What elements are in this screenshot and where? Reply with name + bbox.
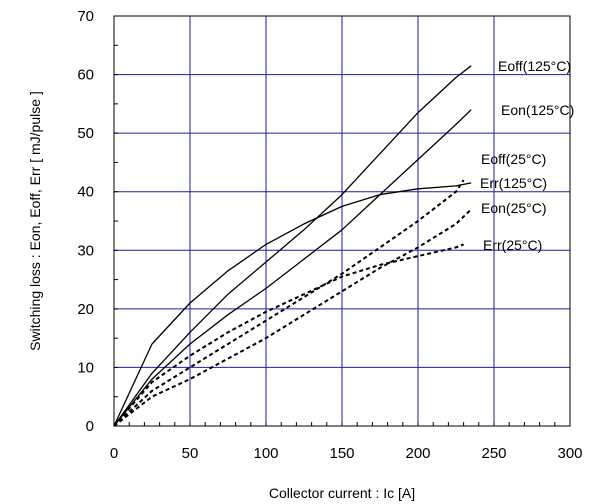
series-label: Eoff(25°C) <box>481 151 546 167</box>
series-line <box>113 109 472 427</box>
x-tick-label: 150 <box>329 445 354 462</box>
x-tick-labels: 0 50 100 150 200 250 300 <box>110 445 583 462</box>
y-tick-label: 40 <box>77 184 94 201</box>
series-line <box>113 208 472 427</box>
series-labels: Eoff(125°C) Eon(125°C) Err(125°C) Eoff(25°C… <box>480 58 574 253</box>
series-lines <box>113 65 472 427</box>
y-tick-labels: 0 10 20 30 40 50 60 70 <box>77 8 94 435</box>
y-tick-label: 10 <box>77 359 94 376</box>
y-tick-label: 30 <box>77 242 94 259</box>
x-tick-label: 300 <box>557 445 582 462</box>
series-label: Eon(125°C) <box>501 102 574 118</box>
y-axis-title: Switching loss : Eon, Eoff, Err [ mJ/pul… <box>27 91 43 351</box>
grid <box>114 16 570 426</box>
x-tick-label: 250 <box>481 445 506 462</box>
x-tick-label: 0 <box>110 445 118 462</box>
series-label: Eon(25°C) <box>481 200 547 216</box>
y-tick-label: 0 <box>86 418 94 435</box>
x-tick-label: 50 <box>182 445 199 462</box>
series-label: Err(125°C) <box>480 175 547 191</box>
series-line <box>113 243 464 427</box>
plot-frame <box>113 15 571 427</box>
x-tick-label: 100 <box>253 445 278 462</box>
series-line <box>113 182 472 427</box>
series-line <box>113 65 472 427</box>
x-tick-label: 200 <box>405 445 430 462</box>
y-tick-label: 20 <box>77 301 94 318</box>
series-label: Err(25°C) <box>483 237 542 253</box>
y-tick-label: 60 <box>77 67 94 84</box>
y-tick-label: 50 <box>77 125 94 142</box>
series-label: Eoff(125°C) <box>498 58 571 74</box>
x-axis-title: Collector current : Ic [A] <box>269 485 415 501</box>
y-tick-label: 70 <box>77 8 94 25</box>
